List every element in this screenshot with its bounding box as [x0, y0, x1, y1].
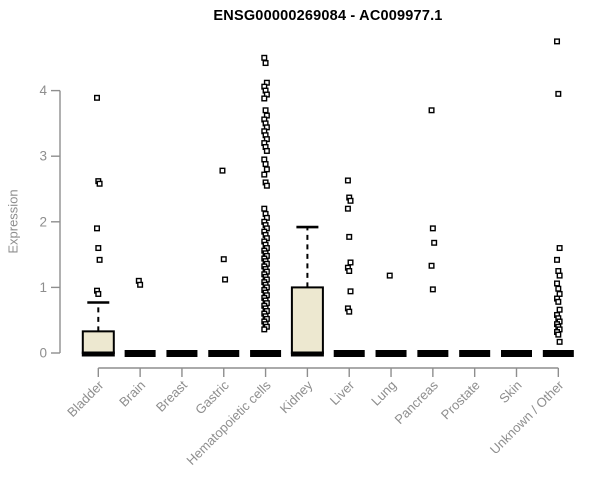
outlier-point-unknown-other [556, 245, 563, 252]
box-kidney [290, 286, 324, 354]
outlier-point-lung [386, 272, 393, 279]
outlier-point-liver [344, 205, 351, 212]
outlier-point-liver [344, 177, 351, 184]
outlier-point-unknown-other [556, 306, 563, 313]
outlier-point-liver [346, 308, 353, 315]
box-breast [166, 350, 198, 357]
y-tick-label: 0 [39, 346, 47, 361]
category-label-unknown-other: Unknown / Other [487, 377, 567, 457]
outlier-point-hematopoietic-cells [263, 182, 270, 189]
outlier-point-hematopoietic-cells [261, 95, 268, 102]
box-brain [124, 350, 156, 357]
chart-title: ENSG00000269084 - AC009977.1 [213, 8, 443, 24]
outlier-point-bladder [96, 256, 103, 263]
outlier-point-liver [346, 268, 353, 275]
category-label-bladder: Bladder [64, 377, 107, 420]
category-label-pancreas: Pancreas [392, 377, 442, 427]
outlier-point-unknown-other [555, 298, 562, 305]
outlier-point-liver [347, 197, 354, 204]
outlier-point-gastric [219, 167, 226, 174]
outlier-point-hematopoietic-cells [261, 54, 268, 61]
outlier-point-bladder [95, 290, 102, 297]
outlier-point-gastric [222, 276, 229, 283]
outlier-point-hematopoietic-cells [261, 205, 268, 212]
outlier-point-hematopoietic-cells [262, 60, 269, 67]
outlier-point-bladder [93, 94, 100, 101]
category-label-prostate: Prostate [438, 378, 483, 423]
outlier-point-bladder [96, 180, 103, 187]
outlier-point-unknown-other [556, 272, 563, 279]
box-gastric [208, 350, 240, 357]
outlier-point-liver [347, 259, 354, 266]
outlier-point-unknown-other [555, 285, 562, 292]
box-lung [375, 350, 407, 357]
category-label-liver: Liver [327, 377, 358, 408]
box-skin [501, 350, 532, 357]
outlier-point-unknown-other [554, 280, 561, 287]
outlier-point-hematopoietic-cells [261, 171, 268, 178]
box-bladder [81, 330, 115, 354]
outlier-point-bladder [93, 225, 100, 232]
outlier-point-hematopoietic-cells [261, 326, 268, 333]
category-label-skin: Skin [496, 378, 524, 406]
outlier-point-pancreas [428, 107, 435, 114]
box-hematopoietic-cells [250, 350, 282, 357]
outlier-point-pancreas [428, 262, 435, 269]
outlier-point-pancreas [429, 225, 436, 232]
category-label-brain: Brain [116, 378, 148, 410]
box-prostate [459, 350, 491, 357]
outlier-point-hematopoietic-cells [263, 166, 270, 173]
y-tick-label: 3 [39, 149, 47, 164]
outlier-point-brain [137, 281, 144, 288]
outlier-point-bladder [95, 245, 102, 252]
outlier-point-unknown-other [556, 338, 563, 345]
y-tick-label: 1 [39, 280, 47, 295]
outlier-point-pancreas [431, 239, 438, 246]
box-liver [333, 350, 365, 357]
category-label-gastric: Gastric [192, 377, 232, 417]
outlier-point-liver [347, 288, 354, 295]
outlier-point-hematopoietic-cells [263, 147, 270, 154]
category-label-breast: Breast [153, 377, 190, 414]
category-label-kidney: Kidney [277, 377, 316, 416]
outlier-point-unknown-other [554, 256, 561, 263]
outlier-point-gastric [220, 256, 227, 263]
box-pancreas [417, 350, 449, 357]
y-tick-label: 2 [39, 214, 47, 229]
outlier-point-liver [346, 233, 353, 240]
outlier-point-unknown-other [554, 38, 561, 45]
y-tick-label: 4 [39, 83, 47, 98]
outlier-point-unknown-other [555, 90, 562, 97]
outlier-point-unknown-other [555, 331, 562, 338]
outlier-point-hematopoietic-cells [262, 161, 269, 168]
outlier-point-hematopoietic-cells [262, 107, 269, 114]
outlier-point-pancreas [429, 286, 436, 293]
box-unknown-other [542, 350, 574, 357]
category-label-lung: Lung [368, 378, 399, 409]
